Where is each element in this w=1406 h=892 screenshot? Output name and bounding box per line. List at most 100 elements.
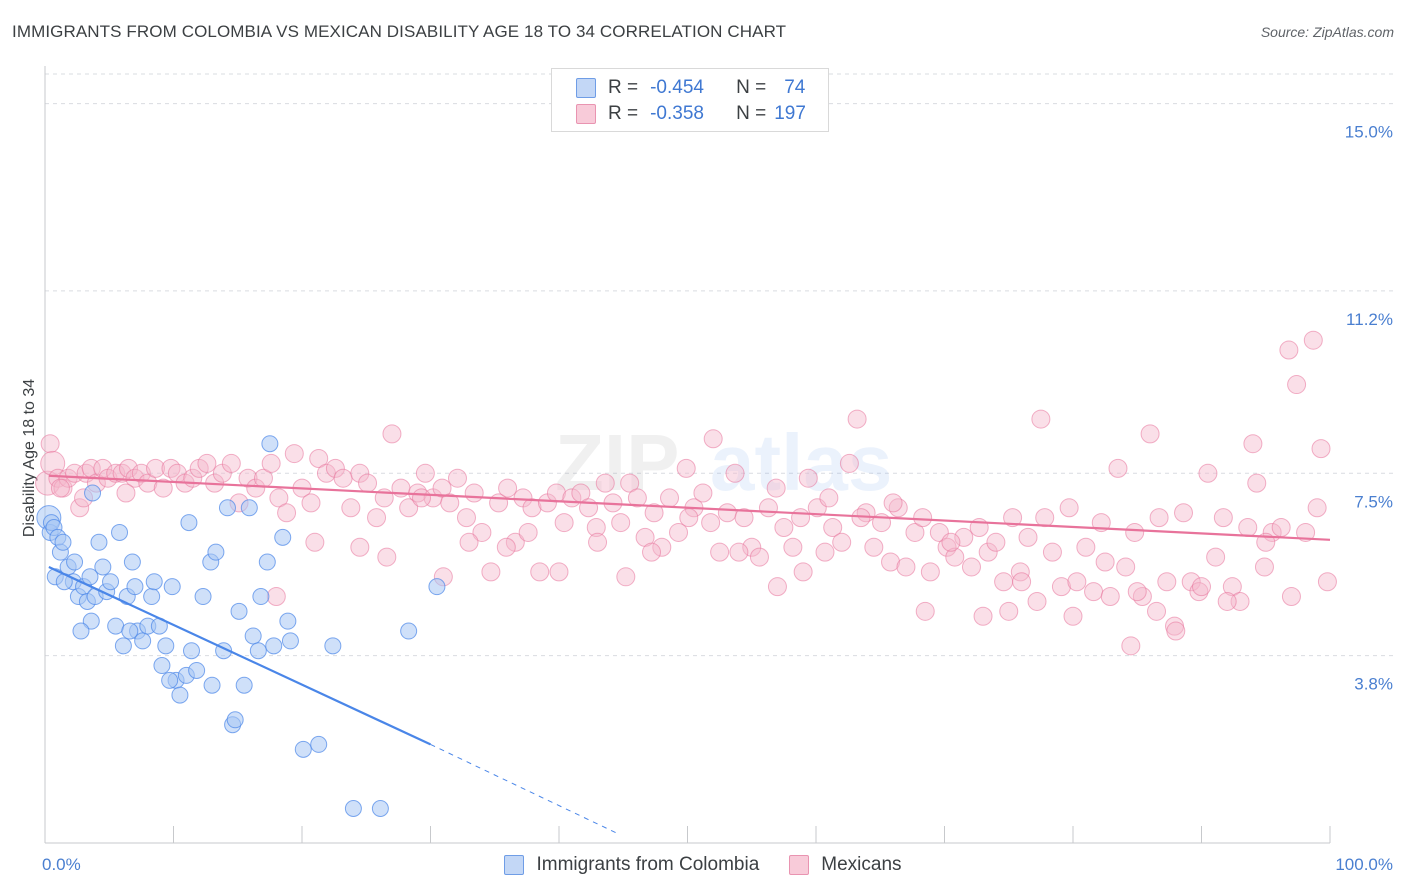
legend-item-mexicans[interactable]: Mexicans <box>789 854 902 876</box>
watermark-atlas: atlas <box>710 418 892 507</box>
data-point-colombia <box>90 533 108 551</box>
data-point-mexicans <box>729 542 749 562</box>
data-point-mexicans <box>774 518 794 538</box>
data-point-mexicans <box>1247 473 1267 493</box>
data-point-mexicans <box>961 557 981 577</box>
data-point-mexicans <box>1238 518 1258 538</box>
data-point-colombia <box>279 612 297 630</box>
data-point-mexicans <box>758 498 778 518</box>
data-point-mexicans <box>284 444 304 464</box>
data-point-mexicans <box>839 453 859 473</box>
legend-n-label: N = <box>736 77 767 98</box>
data-point-colombia <box>203 676 221 694</box>
data-point-colombia <box>244 627 262 645</box>
data-point-mexicans <box>350 463 370 483</box>
data-point-mexicans <box>138 473 158 493</box>
grid-layer <box>45 73 1395 657</box>
data-point-mexicans <box>832 532 852 552</box>
data-point-mexicans <box>1157 572 1177 592</box>
legend-row-colombia: R = -0.454 N = 74 <box>576 76 805 100</box>
data-point-mexicans <box>883 493 903 513</box>
data-point-mexicans <box>1063 606 1083 626</box>
data-point-colombia <box>143 588 161 606</box>
data-point-mexicans <box>447 468 467 488</box>
trend-line-mexicans <box>48 474 1331 541</box>
data-point-mexicans <box>1125 522 1145 542</box>
data-point-mexicans <box>1279 340 1299 360</box>
data-point-mexicans <box>1042 542 1062 562</box>
data-point-mexicans <box>415 463 435 483</box>
data-point-mexicans <box>481 562 501 582</box>
data-point-mexicans <box>1206 547 1226 567</box>
data-point-mexicans <box>358 473 378 493</box>
data-point-mexicans <box>1149 508 1169 528</box>
data-point-mexicans <box>518 522 538 542</box>
data-point-mexicans <box>798 468 818 488</box>
data-point-mexicans <box>325 458 345 478</box>
data-point-mexicans <box>1181 572 1201 592</box>
data-point-mexicans <box>1189 582 1209 602</box>
data-point-colombia <box>153 657 171 675</box>
data-point-mexicans <box>1311 439 1331 459</box>
data-point-mexicans <box>793 562 813 582</box>
data-point-mexicans <box>1317 572 1337 592</box>
data-point-mexicans <box>197 453 217 473</box>
data-point-mexicans <box>766 478 786 498</box>
data-point-colombia <box>161 671 179 689</box>
data-point-mexicans <box>819 488 839 508</box>
legend-n-label: N = <box>736 103 767 124</box>
data-point-mexicans <box>1059 498 1079 518</box>
correlation-legend: R = -0.454 N = 74 R = -0.358 N = 197 <box>551 68 829 132</box>
data-point-mexicans <box>496 537 516 557</box>
trend-line-colombia-extrapolated <box>430 743 618 834</box>
data-point-mexicans <box>221 453 241 473</box>
data-point-mexicans <box>1010 562 1030 582</box>
data-point-mexicans <box>1100 587 1120 607</box>
data-point-mexicans <box>432 478 452 498</box>
legend-r-label: R = <box>608 103 639 124</box>
data-point-mexicans <box>703 429 723 449</box>
data-point-mexicans <box>644 503 664 523</box>
data-point-mexicans <box>440 493 460 513</box>
data-point-mexicans <box>1121 636 1141 656</box>
data-point-mexicans <box>522 498 542 518</box>
data-point-colombia <box>157 637 175 655</box>
legend-n-value: 197 <box>774 103 806 124</box>
data-point-mexicans <box>367 508 387 528</box>
data-point-mexicans <box>116 483 136 503</box>
data-point-mexicans <box>1127 582 1147 602</box>
data-point-colombia <box>180 514 198 532</box>
data-point-mexicans <box>710 542 730 562</box>
data-point-colombia <box>188 661 206 679</box>
data-point-mexicans <box>1281 587 1301 607</box>
source-attribution[interactable]: Source: ZipAtlas.com <box>1261 24 1394 40</box>
y-tick-label: 3.8% <box>1354 675 1393 694</box>
data-point-colombia <box>121 622 139 640</box>
data-point-mexicans <box>269 488 289 508</box>
data-point-mexicans <box>266 587 286 607</box>
data-point-mexicans <box>1217 591 1237 611</box>
data-point-mexicans <box>1035 508 1055 528</box>
data-point-colombia <box>94 558 112 576</box>
data-point-mexicans <box>70 498 90 518</box>
data-point-mexicans <box>595 473 615 493</box>
data-point-mexicans <box>131 463 151 483</box>
data-point-mexicans <box>1031 409 1051 429</box>
source-value[interactable]: ZipAtlas.com <box>1313 24 1394 40</box>
data-point-mexicans <box>896 557 916 577</box>
data-point-mexicans <box>412 488 432 508</box>
data-point-colombia <box>163 578 181 596</box>
data-point-mexicans <box>986 532 1006 552</box>
data-point-colombia <box>252 588 270 606</box>
series-legend: Immigrants from Colombia Mexicans <box>0 852 1406 878</box>
data-point-colombia <box>171 686 189 704</box>
data-point-mexicans <box>586 518 606 538</box>
legend-item-colombia[interactable]: Immigrants from Colombia <box>504 854 759 876</box>
y-tick-label: 11.2% <box>1346 310 1393 329</box>
data-point-mexicans <box>350 537 370 557</box>
data-point-mexicans <box>783 537 803 557</box>
data-point-colombia <box>230 602 248 620</box>
data-point-mexicans <box>767 577 787 597</box>
x-tick-label: 100.0% <box>1335 855 1393 874</box>
data-point-colombia <box>111 523 129 541</box>
